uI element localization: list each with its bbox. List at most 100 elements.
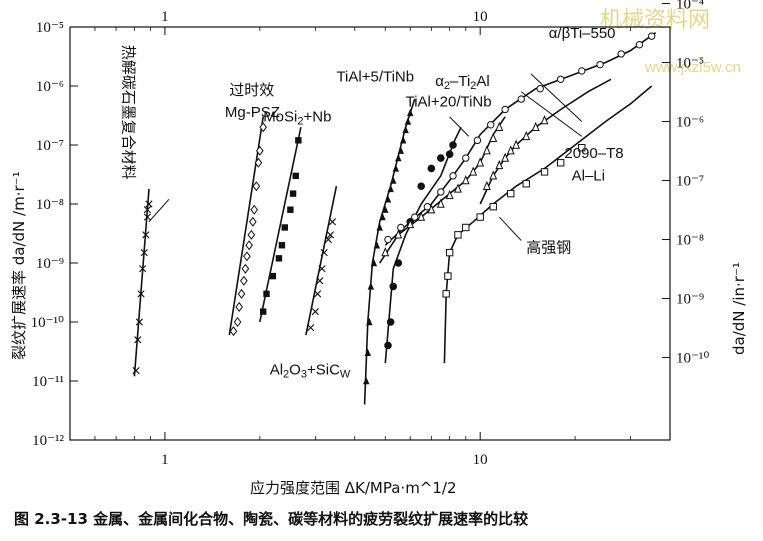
- annotation-subscript: 2: [297, 116, 303, 128]
- y-tick-label-left: 10⁻⁷: [36, 138, 64, 154]
- y-axis-title-right: da/dN /in·r⁻¹: [730, 262, 748, 355]
- curve-triangle-open: [479, 78, 612, 205]
- marker-x-stroke: [316, 277, 324, 285]
- annotation-subscript: 2: [283, 369, 289, 381]
- x-tick-label-top: 10: [473, 9, 488, 25]
- annotation: 高强钢: [526, 239, 571, 257]
- annotation-part: +SiC: [307, 361, 340, 378]
- marker-circle-open: [473, 136, 482, 145]
- markers: [132, 32, 656, 385]
- figure-number: 图 2.3-13: [14, 510, 88, 528]
- marker-x: [135, 318, 143, 326]
- marker-triangle-open: [495, 121, 504, 131]
- marker-circle-open: [617, 50, 625, 58]
- marker-x: [324, 235, 332, 244]
- marker-circle-filled: [417, 182, 426, 191]
- marker-x: [320, 249, 328, 257]
- leader-line: [530, 73, 583, 122]
- y-tick-label-right: 10⁻⁶: [676, 115, 704, 131]
- annotation-part: +Nb: [304, 109, 332, 126]
- curve-diamond: [228, 116, 264, 336]
- marker-triangle-open: [489, 170, 498, 180]
- annotation-part: –Ti: [450, 73, 470, 90]
- annotation: MoSi2+Nb: [263, 109, 331, 128]
- marker-x: [326, 231, 335, 239]
- marker-triangle-filled: [367, 282, 375, 290]
- annotation: TiAl+20/TiNb: [406, 93, 492, 110]
- marker-triangle-filled: [404, 117, 412, 125]
- marker-triangle-filled: [370, 258, 378, 267]
- marker-circle-open: [462, 154, 470, 162]
- annotation-part: TiAl+5/TiNb: [336, 68, 414, 85]
- marker-x-stroke: [328, 218, 337, 226]
- annotation-part: Mg-PSZ: [225, 104, 280, 121]
- annotation-part: O: [289, 361, 301, 378]
- marker-triangle-filled: [363, 376, 370, 385]
- marker-x-stroke: [140, 249, 148, 257]
- annotation-part: Al: [476, 73, 489, 90]
- annotation-part: 2090–T8: [564, 145, 623, 162]
- plot-frame: [69, 26, 671, 441]
- marker-triangle-filled: [376, 223, 383, 231]
- marker-circle-filled: [449, 141, 457, 149]
- annotation: α2–Ti2Al: [435, 73, 490, 92]
- annotation-part: α/βTi–550: [549, 25, 616, 42]
- marker-x-stroke: [324, 235, 332, 244]
- annotation-subscript: 2: [444, 80, 450, 92]
- marker-triangle-filled: [395, 153, 402, 162]
- marker-x: [316, 277, 324, 285]
- marker-square-open: [489, 202, 497, 211]
- marker-triangle-open: [461, 175, 470, 185]
- marker-square-open: [507, 189, 515, 198]
- watermark-cn: 机械资料网: [600, 8, 710, 33]
- y-tick-label-left: 10⁻⁵: [36, 20, 64, 36]
- y-tick-label-left: 10⁻⁹: [36, 256, 64, 272]
- marker-square-open: [578, 143, 586, 152]
- y-tick-label-right: 10⁻⁷: [676, 174, 704, 190]
- marker-x-stroke: [142, 231, 150, 239]
- marker-square-open: [454, 231, 462, 239]
- marker-x: [132, 367, 140, 375]
- marker-square-open: [444, 272, 452, 280]
- marker-diamond: [240, 275, 248, 286]
- marker-circle-filled: [427, 164, 436, 173]
- annotation: 过时效: [229, 81, 274, 99]
- annotation-subscript: 3: [301, 369, 307, 381]
- annotations: 热解碳石墨复合材料 过时效Mg-PSZMoSi2+NbAl2O3+SiCWTiAl…: [120, 25, 624, 381]
- x-axis-title: 应力强度范围 ΔK/MPa·m^1/2: [250, 479, 457, 497]
- marker-triangle-open: [406, 219, 415, 229]
- marker-triangle-filled: [392, 164, 400, 172]
- marker-circle-open: [648, 32, 656, 40]
- marker-circle-open: [411, 213, 419, 221]
- curve-x: [305, 186, 338, 336]
- marker-square-filled: [278, 242, 286, 249]
- annotation-subscript: W: [340, 369, 351, 381]
- annotation: α/βTi–550: [549, 25, 616, 42]
- marker-triangle-open: [482, 180, 491, 190]
- marker-triangle-filled: [400, 136, 407, 144]
- leader-line: [449, 116, 470, 137]
- marker-triangle-open: [540, 115, 549, 125]
- marker-triangle-filled: [379, 212, 386, 221]
- marker-circle-open: [423, 202, 432, 211]
- axis-ticks: [70, 3, 670, 441]
- x-tick-label-bottom: 1: [161, 452, 169, 468]
- marker-square-filled: [289, 190, 297, 197]
- annotation-subscript: 2: [470, 80, 476, 92]
- marker-triangle-filled: [390, 176, 397, 184]
- marker-square-filled: [275, 255, 283, 262]
- leader-line: [520, 91, 583, 137]
- leader-line: [498, 216, 522, 241]
- marker-square-open: [540, 168, 549, 176]
- marker-triangle-filled: [364, 348, 371, 357]
- y-tick-label-right: 10⁻⁸: [676, 233, 704, 249]
- marker-x-stroke: [320, 249, 328, 257]
- marker-x: [145, 200, 153, 208]
- annotation: TiAl+5/TiNb: [336, 68, 414, 85]
- marker-x: [318, 265, 326, 273]
- curve-x: [133, 188, 150, 377]
- annotation-part: α: [435, 73, 444, 90]
- marker-x-stroke: [307, 324, 315, 332]
- curve-circle-filled: [384, 126, 462, 364]
- marker-x: [328, 218, 337, 226]
